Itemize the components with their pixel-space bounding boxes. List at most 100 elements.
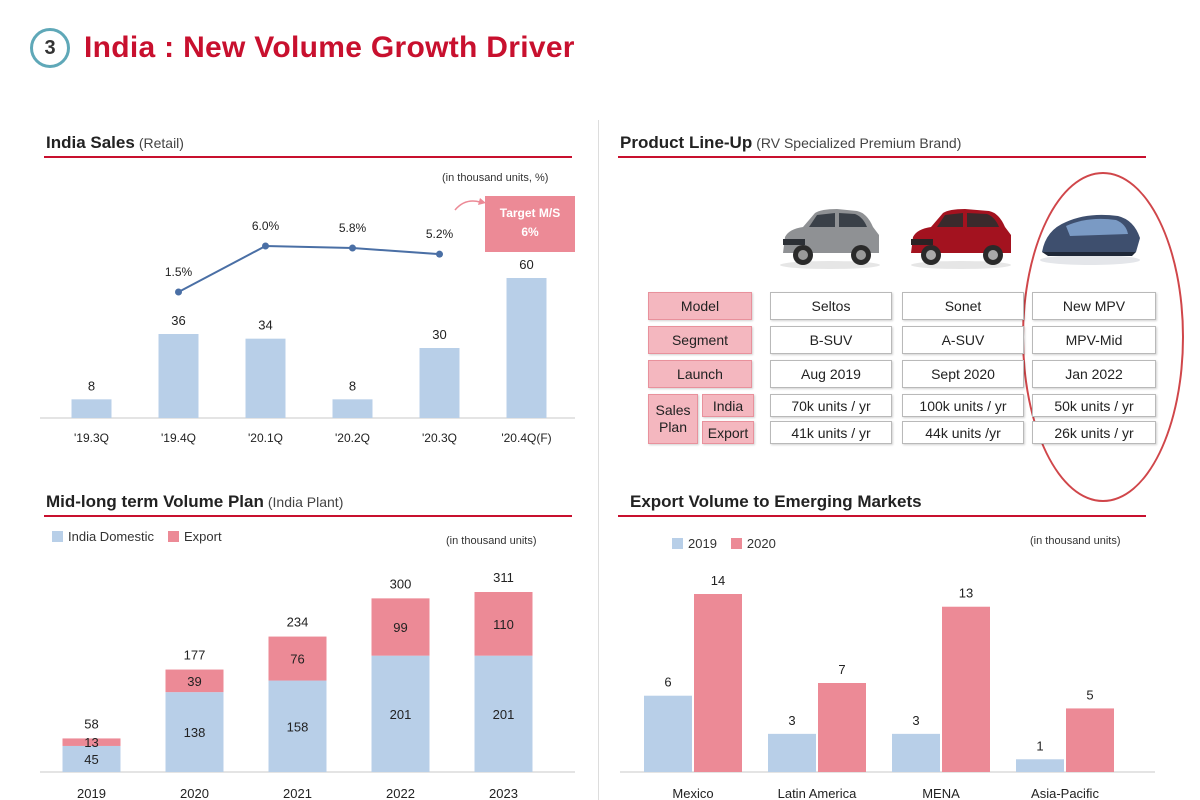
volume-plan-chart: 45 13 58 2019 138 39 177 2020 158 76 234 2021 201 99 3… bbox=[40, 570, 575, 800]
market-share-label: 5.2% bbox=[426, 227, 454, 241]
plan-domestic-value-label: 158 bbox=[287, 719, 309, 734]
row-label-model: Model bbox=[648, 292, 752, 320]
legend-label-export: Export bbox=[183, 529, 222, 544]
volume-plan-title: Mid-long term Volume Plan (India Plant) bbox=[46, 492, 343, 512]
export-2020-value-label: 5 bbox=[1086, 687, 1093, 702]
seltos-export-plan: 41k units / yr bbox=[770, 421, 892, 444]
india-sales-title-text: India Sales bbox=[46, 133, 135, 152]
plan-bar-domestic bbox=[474, 655, 533, 772]
india-sales-rule bbox=[44, 156, 572, 158]
sales-category-label: '19.4Q bbox=[161, 431, 196, 445]
target-ms-callout: Target M/S 6% bbox=[454, 196, 575, 252]
seltos-segment: B-SUV bbox=[770, 326, 892, 354]
plan-total-label: 311 bbox=[493, 570, 514, 585]
legend-label-india-domestic: India Domestic bbox=[68, 529, 154, 544]
export-market-label: Asia-Pacific bbox=[1031, 786, 1099, 800]
market-share-point bbox=[175, 288, 182, 296]
export-bar-2019 bbox=[892, 733, 940, 772]
export-bar-2020 bbox=[694, 594, 742, 772]
target-arrow-head bbox=[478, 198, 486, 205]
market-share-point bbox=[262, 242, 269, 250]
export-market-label: Mexico bbox=[672, 786, 713, 800]
seltos-model: Seltos bbox=[770, 292, 892, 320]
plan-bar-domestic bbox=[62, 745, 121, 772]
sales-bar-value-label: 8 bbox=[349, 378, 356, 393]
sonet-model: Sonet bbox=[902, 292, 1024, 320]
plan-bar-export bbox=[474, 592, 533, 656]
sales-category-label: '20.3Q bbox=[422, 431, 457, 445]
market-share-point bbox=[349, 244, 356, 252]
export-2020-value-label: 7 bbox=[838, 662, 845, 677]
plan-year-label: 2022 bbox=[386, 786, 415, 800]
india-sales-unit-note: (in thousand units, %) bbox=[442, 172, 549, 184]
legend-swatch-export bbox=[167, 531, 179, 542]
sales-category-label: '19.3Q bbox=[74, 431, 109, 445]
export-bar-2019 bbox=[768, 733, 816, 772]
plan-domestic-value-label: 138 bbox=[184, 725, 206, 740]
column-divider bbox=[598, 120, 599, 800]
india-sales-title: India Sales (Retail) bbox=[46, 133, 184, 153]
new-mpv-segment: MPV-Mid bbox=[1032, 326, 1156, 354]
sales-bar-value-label: 60 bbox=[519, 257, 533, 272]
export-volume-unit-note: (in thousand units) bbox=[1030, 535, 1121, 547]
export-volume-legend: 2019 2020 bbox=[672, 536, 776, 551]
plan-total-label: 300 bbox=[390, 576, 412, 591]
plan-total-label: 177 bbox=[184, 648, 206, 663]
new-mpv-model: New MPV bbox=[1032, 292, 1156, 320]
new-mpv-export-plan: 26k units / yr bbox=[1032, 421, 1156, 444]
export-volume-rule bbox=[618, 515, 1146, 517]
product-lineup-subtitle: (RV Specialized Premium Brand) bbox=[756, 135, 962, 151]
new-mpv-india-plan: 50k units / yr bbox=[1032, 394, 1156, 417]
market-share-point bbox=[436, 250, 443, 258]
sales-bar-value-label: 30 bbox=[432, 327, 446, 342]
sales-category-label: '20.1Q bbox=[248, 431, 283, 445]
row-label-sales: Sales bbox=[655, 402, 691, 418]
plan-bar-domestic bbox=[371, 655, 430, 772]
export-bar-2020 bbox=[942, 606, 990, 772]
legend-item-2019: 2019 bbox=[672, 536, 717, 551]
step-number-badge: 3 bbox=[30, 28, 70, 68]
volume-plan-subtitle: (India Plant) bbox=[267, 494, 344, 510]
legend-swatch-india-domestic bbox=[52, 531, 63, 542]
product-lineup-rule bbox=[618, 156, 1146, 158]
legend-swatch-2020 bbox=[730, 538, 742, 549]
target-arrow bbox=[454, 200, 481, 211]
sonet-launch: Sept 2020 bbox=[902, 360, 1024, 388]
export-volume-chart: 6 14 Mexico 3 7 Latin America 3 13 MENA 1 5 Asia-Pa… bbox=[620, 573, 1155, 800]
export-2020-value-label: 14 bbox=[711, 573, 725, 588]
sonet-india-plan: 100k units / yr bbox=[902, 394, 1024, 417]
export-2019-value-label: 3 bbox=[788, 713, 795, 728]
export-volume-title: Export Volume to Emerging Markets bbox=[630, 492, 922, 511]
export-market-label: Latin America bbox=[778, 786, 858, 800]
india-sales-subtitle: (Retail) bbox=[138, 135, 184, 151]
product-lineup-title-text: Product Line-Up bbox=[620, 133, 753, 152]
new-mpv-launch: Jan 2022 bbox=[1032, 360, 1156, 388]
legend-label-2020: 2020 bbox=[746, 536, 776, 551]
sales-bar bbox=[419, 348, 460, 418]
row-label-india: India bbox=[702, 394, 754, 417]
sales-bar-value-label: 34 bbox=[258, 318, 272, 333]
market-share-label: 6.0% bbox=[252, 219, 280, 233]
export-market-label: MENA bbox=[922, 786, 960, 800]
volume-plan-legend: India Domestic Export bbox=[52, 529, 222, 544]
volume-plan-title-text: Mid-long term Volume Plan bbox=[46, 492, 264, 511]
legend-swatch-2019 bbox=[672, 538, 683, 549]
plan-export-value-label: 76 bbox=[290, 652, 304, 667]
export-2019-value-label: 6 bbox=[664, 675, 671, 690]
plan-bar-export bbox=[165, 669, 224, 693]
sales-bar bbox=[158, 334, 199, 418]
export-2019-value-label: 3 bbox=[912, 713, 919, 728]
plan-year-label: 2021 bbox=[283, 786, 312, 800]
legend-item-export: Export bbox=[167, 529, 222, 544]
market-share-line bbox=[178, 244, 440, 293]
volume-plan-rule bbox=[44, 515, 572, 517]
plan-domestic-value-label: 201 bbox=[390, 707, 412, 722]
row-label-sales-plan: Sales Plan bbox=[648, 394, 698, 444]
sales-bar bbox=[71, 399, 112, 418]
sales-bar-value-label: 8 bbox=[88, 378, 95, 393]
plan-bar-export bbox=[371, 598, 430, 656]
sonet-segment: A-SUV bbox=[902, 326, 1024, 354]
row-label-export: Export bbox=[702, 421, 754, 444]
target-box-line2: 6% bbox=[521, 225, 539, 239]
plan-export-value-label: 13 bbox=[84, 735, 98, 750]
